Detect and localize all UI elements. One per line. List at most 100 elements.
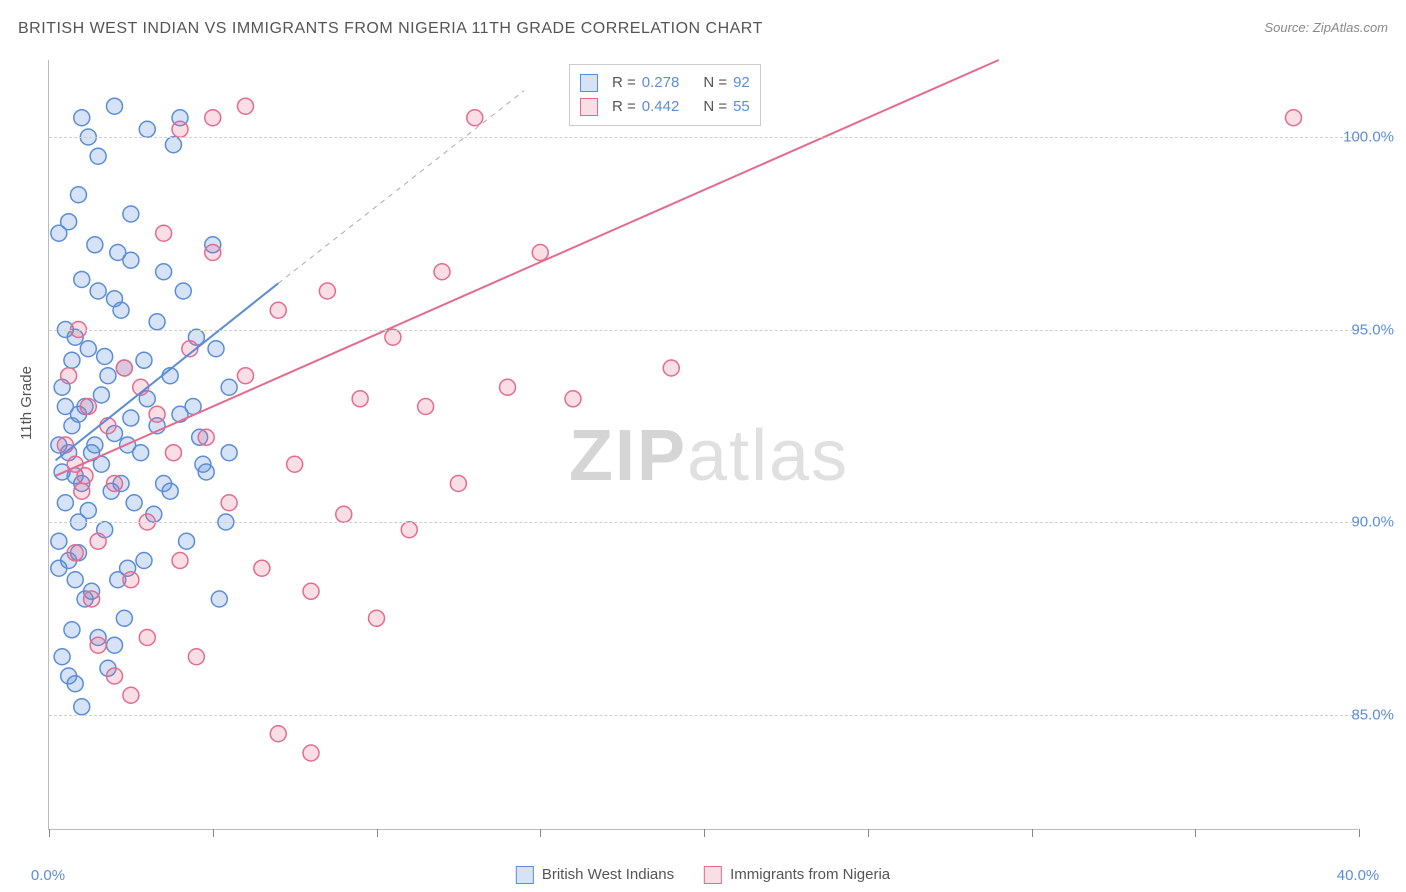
legend-swatch	[580, 98, 598, 116]
chart-title: BRITISH WEST INDIAN VS IMMIGRANTS FROM N…	[18, 20, 763, 38]
data-point	[254, 560, 270, 576]
data-point	[57, 399, 73, 415]
data-point	[532, 245, 548, 261]
data-point	[352, 391, 368, 407]
data-point	[61, 368, 77, 384]
data-point	[162, 483, 178, 499]
legend-row: R =0.278 N =92	[580, 71, 750, 95]
y-tick-label: 95.0%	[1351, 321, 1394, 338]
data-point	[179, 533, 195, 549]
data-point	[565, 391, 581, 407]
x-tick	[540, 829, 541, 837]
data-point	[67, 572, 83, 588]
x-tick	[1359, 829, 1360, 837]
data-point	[90, 283, 106, 299]
data-point	[51, 560, 67, 576]
data-point	[51, 533, 67, 549]
data-point	[107, 637, 123, 653]
legend-swatch	[580, 74, 598, 92]
n-value: 55	[733, 95, 750, 119]
r-value: 0.278	[642, 71, 680, 95]
x-tick	[213, 829, 214, 837]
data-point	[205, 110, 221, 126]
legend-swatch	[704, 866, 722, 884]
r-label: R =	[612, 71, 636, 95]
data-point	[100, 418, 116, 434]
data-point	[500, 379, 516, 395]
y-tick-label: 90.0%	[1351, 514, 1394, 531]
x-tick	[377, 829, 378, 837]
data-point	[97, 348, 113, 364]
data-point	[303, 745, 319, 761]
data-point	[467, 110, 483, 126]
y-tick-label: 100.0%	[1343, 129, 1394, 146]
data-point	[64, 418, 80, 434]
data-point	[126, 495, 142, 511]
gridline-h	[49, 137, 1358, 138]
data-point	[80, 341, 96, 357]
data-point	[139, 121, 155, 137]
gridline-h	[49, 330, 1358, 331]
data-point	[64, 622, 80, 638]
gridline-h	[49, 522, 1358, 523]
legend-row: R =0.442N =55	[580, 95, 750, 119]
data-point	[57, 437, 73, 453]
n-label: N =	[703, 71, 727, 95]
data-point	[319, 283, 335, 299]
data-point	[107, 476, 123, 492]
x-tick-label: 40.0%	[1337, 867, 1380, 884]
data-point	[136, 553, 152, 569]
data-point	[136, 352, 152, 368]
data-point	[107, 98, 123, 114]
data-point	[149, 314, 165, 330]
data-point	[401, 522, 417, 538]
data-point	[303, 583, 319, 599]
n-value: 92	[733, 71, 750, 95]
data-point	[156, 225, 172, 241]
x-tick	[49, 829, 50, 837]
data-point	[80, 502, 96, 518]
data-point	[165, 137, 181, 153]
x-tick	[1195, 829, 1196, 837]
data-point	[205, 245, 221, 261]
data-point	[107, 668, 123, 684]
data-point	[57, 495, 73, 511]
data-point	[149, 406, 165, 422]
data-point	[172, 553, 188, 569]
data-point	[80, 399, 96, 415]
data-point	[369, 610, 385, 626]
data-point	[123, 206, 139, 222]
source-attribution: Source: ZipAtlas.com	[1264, 20, 1388, 35]
r-value: 0.442	[642, 95, 680, 119]
plot-area: ZIPatlas R =0.278N =92R =0.442N =55	[48, 60, 1358, 830]
data-point	[123, 410, 139, 426]
data-point	[221, 445, 237, 461]
data-point	[123, 252, 139, 268]
data-point	[93, 387, 109, 403]
data-point	[123, 687, 139, 703]
data-point	[54, 649, 70, 665]
data-point	[70, 187, 86, 203]
data-point	[100, 368, 116, 384]
legend-item: British West Indians	[516, 866, 674, 884]
data-point	[90, 637, 106, 653]
r-label: R =	[612, 95, 636, 119]
trend-extension	[278, 91, 524, 283]
data-point	[385, 329, 401, 345]
data-point	[434, 264, 450, 280]
data-point	[221, 379, 237, 395]
legend-item: Immigrants from Nigeria	[704, 866, 890, 884]
data-point	[87, 237, 103, 253]
data-point	[336, 506, 352, 522]
data-point	[77, 468, 93, 484]
data-point	[156, 264, 172, 280]
data-point	[418, 399, 434, 415]
x-tick	[704, 829, 705, 837]
data-point	[116, 360, 132, 376]
data-point	[211, 591, 227, 607]
correlation-legend: R =0.278 N =92R =0.442N =55	[569, 64, 761, 126]
data-point	[90, 148, 106, 164]
data-point	[172, 121, 188, 137]
legend-label: British West Indians	[542, 866, 674, 883]
data-point	[663, 360, 679, 376]
